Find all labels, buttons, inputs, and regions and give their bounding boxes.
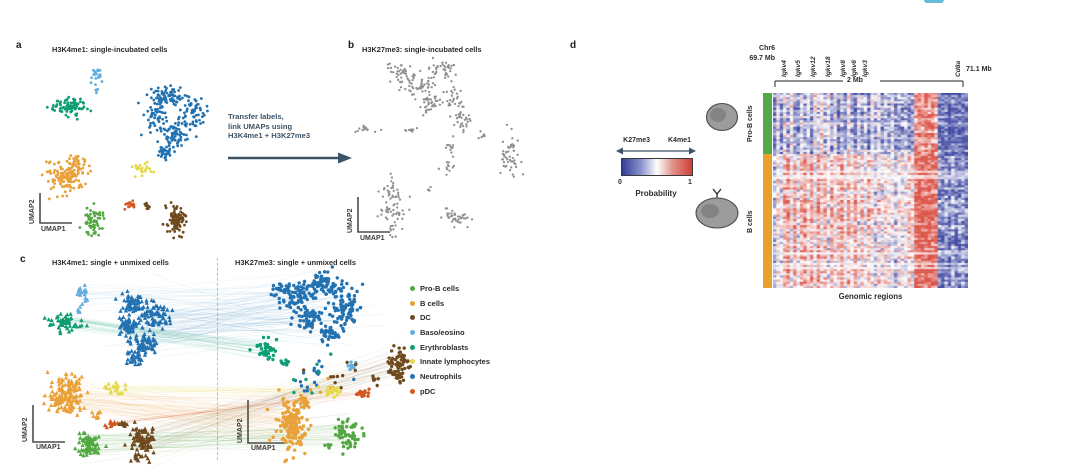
b-cells-group-label: B cells <box>747 210 754 233</box>
transfer-arrow-line3: H3K4me1 + H3K27me3 <box>228 131 311 141</box>
legend-item: Baso/eosino <box>410 325 490 340</box>
transfer-arrow-text: Transfer labels, link UMAPs using H3K4me… <box>228 112 310 141</box>
legend-swatch-icon <box>410 388 415 394</box>
chr-start-label: Chr6 69.7 Mb <box>725 44 775 64</box>
panel-c-left-xaxis-label: UMAP1 <box>36 444 61 451</box>
panel-b-yaxis-label: UMAP2 <box>347 208 354 233</box>
scale-label: 2 Mb <box>847 77 863 84</box>
legend-label: DC <box>420 313 431 323</box>
panel-c-right-xaxis-label: UMAP1 <box>251 445 276 452</box>
gene-label: Igkv5 <box>794 60 802 77</box>
legend-swatch-icon <box>410 300 415 306</box>
legend-swatch-icon <box>410 285 415 291</box>
colorbar-arrow-icon <box>616 147 696 155</box>
panel-a-letter: a <box>16 40 22 51</box>
panel-a-title: H3K4me1: single-incubated cells <box>52 45 168 54</box>
probability-heatmap <box>773 93 968 288</box>
transfer-arrow-icon <box>228 152 352 164</box>
legend-item: Innate lymphocytes <box>410 354 490 369</box>
legend-item: pDC <box>410 384 490 399</box>
transfer-arrow-line2: link UMAPs using <box>228 121 293 131</box>
colorbar-left-label: K27me3 <box>623 137 650 144</box>
panel-d-letter: d <box>570 40 577 51</box>
cell-type-legend: Pro-B cells B cells DC Baso/eosino Erythrobl… <box>410 281 490 399</box>
chr-start-mb: 69.7 Mb <box>749 55 775 62</box>
pro-b-group-bar <box>763 93 772 154</box>
legend-item: B cells <box>410 296 490 311</box>
panel-c-linked-umap-plot <box>32 265 412 471</box>
legend-swatch-icon <box>410 344 415 350</box>
panel-c-right-yaxis-label: UMAP2 <box>237 418 244 443</box>
panel-a-yaxis-label: UMAP2 <box>29 199 36 224</box>
panel-a-xaxis-label: UMAP1 <box>41 226 66 233</box>
panel-c-divider <box>217 258 218 460</box>
heatmap-xaxis-label: Genomic regions <box>838 292 903 301</box>
legend-item: Erythroblasts <box>410 340 490 355</box>
legend-swatch-icon <box>410 315 415 321</box>
legend-item: Pro-B cells <box>410 281 490 296</box>
chr-end-mb: 71.1 Mb <box>966 66 992 73</box>
panel-b-title: H3K27me3: single-incubated cells <box>362 45 482 54</box>
cropped-logo-fragment <box>924 0 944 3</box>
panel-c-title-right: H3K27me3: single + unmixed cells <box>235 258 356 267</box>
panel-c-letter: c <box>20 254 26 265</box>
panel-b-xaxis-label: UMAP1 <box>360 235 385 242</box>
legend-label: Erythroblasts <box>420 342 469 352</box>
transfer-arrow-line1: Transfer labels, <box>228 112 284 121</box>
panel-c-title-left: H3K4me1: single + unmixed cells <box>52 258 169 267</box>
gene-label: Cd8a <box>955 60 963 77</box>
panel-b-letter: b <box>348 40 355 51</box>
gene-label: Igkv18 <box>825 56 832 77</box>
gene-label: Igkv6 <box>850 60 858 77</box>
b-cell-icon <box>695 188 739 229</box>
panel-c-left-yaxis-label: UMAP2 <box>22 417 29 442</box>
legend-item: Neutrophils <box>410 369 490 384</box>
colorbar-max: 1 <box>688 179 692 186</box>
colorbar-title: Probability <box>635 189 677 198</box>
gene-label: Igkv12 <box>810 56 817 77</box>
legend-label: Innate lymphocytes <box>420 357 491 367</box>
b-cells-group-bar <box>763 154 772 288</box>
pro-b-group-label: Pro-B cells <box>747 105 754 142</box>
legend-label: B cells <box>420 298 445 308</box>
legend-label: pDC <box>420 386 436 396</box>
pro-b-cell-icon <box>705 102 739 132</box>
panel-b-umap-plot <box>354 56 525 239</box>
legend-swatch-icon <box>410 373 415 379</box>
legend-swatch-icon <box>410 359 415 365</box>
colorbar-gradient <box>621 158 693 176</box>
gene-label: Igkv4 <box>780 60 788 77</box>
legend-label: Pro-B cells <box>420 283 460 293</box>
panel-a-umap-plot <box>39 68 209 240</box>
legend-item: DC <box>410 310 490 325</box>
legend-swatch-icon <box>410 329 415 335</box>
legend-label: Neutrophils <box>420 371 462 381</box>
legend-label: Baso/eosino <box>420 327 465 337</box>
gene-label: Igkv8 <box>840 60 848 77</box>
colorbar-min: 0 <box>618 179 622 186</box>
scale-bracket <box>774 80 964 87</box>
colorbar-right-label: K4me1 <box>668 137 691 144</box>
chr-label: Chr6 <box>759 45 775 52</box>
gene-label: Igkv3 <box>862 60 870 77</box>
